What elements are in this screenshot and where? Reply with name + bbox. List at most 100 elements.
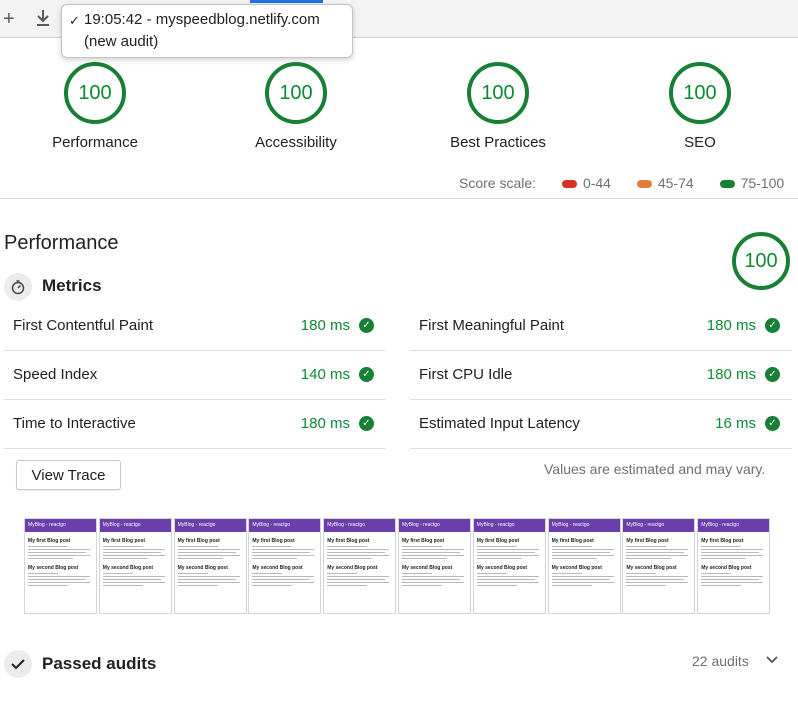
passed-audits-group[interactable]: Passed audits 22 audits [4,650,794,680]
download-icon[interactable] [35,9,51,31]
frame-text-line [327,576,390,577]
frame-post-title: My first Blog post [28,538,71,544]
filmstrip-frame: MyBlog - reactgo My first Blog post My s… [472,518,546,614]
metric-name: Speed Index [13,366,98,383]
frame-text-line [28,582,90,583]
frame-header: MyBlog - reactgo [548,519,620,532]
frame-post-title: My second Blog post [701,565,752,571]
frame-text-line [102,555,165,556]
score-range-text: 75-100 [740,175,785,191]
frame-post-title: My second Blog post [476,565,528,571]
gauge-score-ring: 100 [467,62,529,124]
frame-text-line [626,549,689,550]
gauge-seo[interactable]: 100 SEO [630,62,770,151]
filmstrip-frame: MyBlog - reactgo My first Blog post My s… [697,518,771,614]
frame-text-line [402,552,460,553]
frame-text-line [327,552,386,553]
frame-text-line [327,573,358,574]
frame-post-title: My second Blog post [28,565,79,571]
values-estimated-note: Values are estimated and may vary. [544,461,766,477]
frame-text-line [476,573,507,574]
frame-text-line [626,546,667,547]
metric-name: Estimated Input Latency [419,415,580,432]
frame-post-title: My first Blog post [327,538,370,544]
frame-text-line [177,555,240,556]
frame-text-line [102,576,165,577]
frame-text-line [701,576,764,577]
frame-text-line [626,579,685,580]
frame-text-line [701,555,764,556]
metric-value: 180 ms [300,415,350,432]
frame-text-line [28,552,86,553]
report-selector-dropdown[interactable]: ✓ 19:05:42 - myspeedblog.netlify.com (ne… [61,4,353,58]
score-scale-legend: Score scale: 0-44 45-74 75-100 [459,175,784,191]
frame-text-line [102,579,161,580]
frame-text-line [28,555,90,556]
frame-post-title: My second Blog post [626,565,677,571]
frame-text-line [102,552,161,553]
metric-name: First CPU Idle [419,366,513,383]
frame-text-line [402,558,447,559]
metric-row-first-cpu-idle: First CPU Idle 180 ms ✓ [410,351,792,400]
frame-text-line [402,546,442,547]
metric-row-first-meaningful-paint: First Meaningful Paint 180 ms ✓ [410,302,792,351]
frame-text-line [252,573,283,574]
gauge-best-practices[interactable]: 100 Best Practices [428,62,568,151]
passed-audits-title: Passed audits [42,654,157,673]
frame-text-line [626,558,672,559]
frame-post-title: My first Blog post [701,538,744,544]
gauge-performance[interactable]: 100 Performance [25,62,165,151]
frame-text-line [701,549,764,550]
frame-text-line [476,555,539,556]
red-swatch-icon [561,180,577,189]
check-icon: ✓ [69,13,80,28]
frame-text-line [252,558,298,559]
frame-text-line [252,549,315,550]
frame-text-line [327,579,386,580]
gauge-accessibility[interactable]: 100 Accessibility [226,62,366,151]
frame-text-line [177,549,240,550]
frame-text-line [551,555,614,556]
view-trace-button[interactable]: View Trace [16,460,121,490]
frame-post-title: My first Blog post [476,538,520,544]
frame-text-line [701,552,760,553]
frame-text-line [402,582,464,583]
frame-text-line [102,546,143,547]
score-range-text: 45-74 [657,175,694,191]
frame-text-line [327,585,368,586]
frame-text-line [476,552,535,553]
frame-text-line [28,558,73,559]
metric-name: First Contentful Paint [13,317,154,334]
filmstrip-frame: MyBlog - reactgo My first Blog post My s… [547,518,621,614]
frame-text-line [476,582,539,583]
frame-post-title: My first Blog post [402,538,445,544]
frame-text-line [626,573,657,574]
metric-name: Time to Interactive [13,415,136,432]
gauge-label: Performance [52,134,138,151]
frame-text-line [177,573,208,574]
section-divider [0,198,798,199]
frame-text-line [626,576,689,577]
performance-score: 100 [744,249,778,272]
frame-text-line [177,546,218,547]
metric-row-speed-index: Speed Index 140 ms ✓ [4,351,386,400]
frame-post-title: My second Blog post [551,565,602,571]
frame-text-line [252,579,311,580]
filmstrip-frame: MyBlog - reactgo My first Blog post My s… [622,518,696,614]
performance-score-gauge: 100 [732,232,790,290]
frame-text-line [102,585,143,586]
report-selector-option-subtitle[interactable]: (new audit) [84,33,159,50]
frame-text-line [626,585,667,586]
pass-check-icon: ✓ [765,416,780,431]
plus-icon[interactable]: + [3,8,15,30]
frame-text-line [28,585,68,586]
frame-text-line [252,576,315,577]
gauge-score-ring: 100 [265,62,327,124]
frame-text-line [177,558,223,559]
filmstrip-frame: MyBlog - reactgo My first Blog post My s… [24,518,97,614]
chevron-down-icon[interactable] [766,652,778,667]
gauge-score-ring: 100 [669,62,731,124]
frame-text-line [626,582,689,583]
frame-post-title: My second Blog post [327,565,378,571]
report-selector-option-title[interactable]: 19:05:42 - myspeedblog.netlify.com [84,11,320,28]
